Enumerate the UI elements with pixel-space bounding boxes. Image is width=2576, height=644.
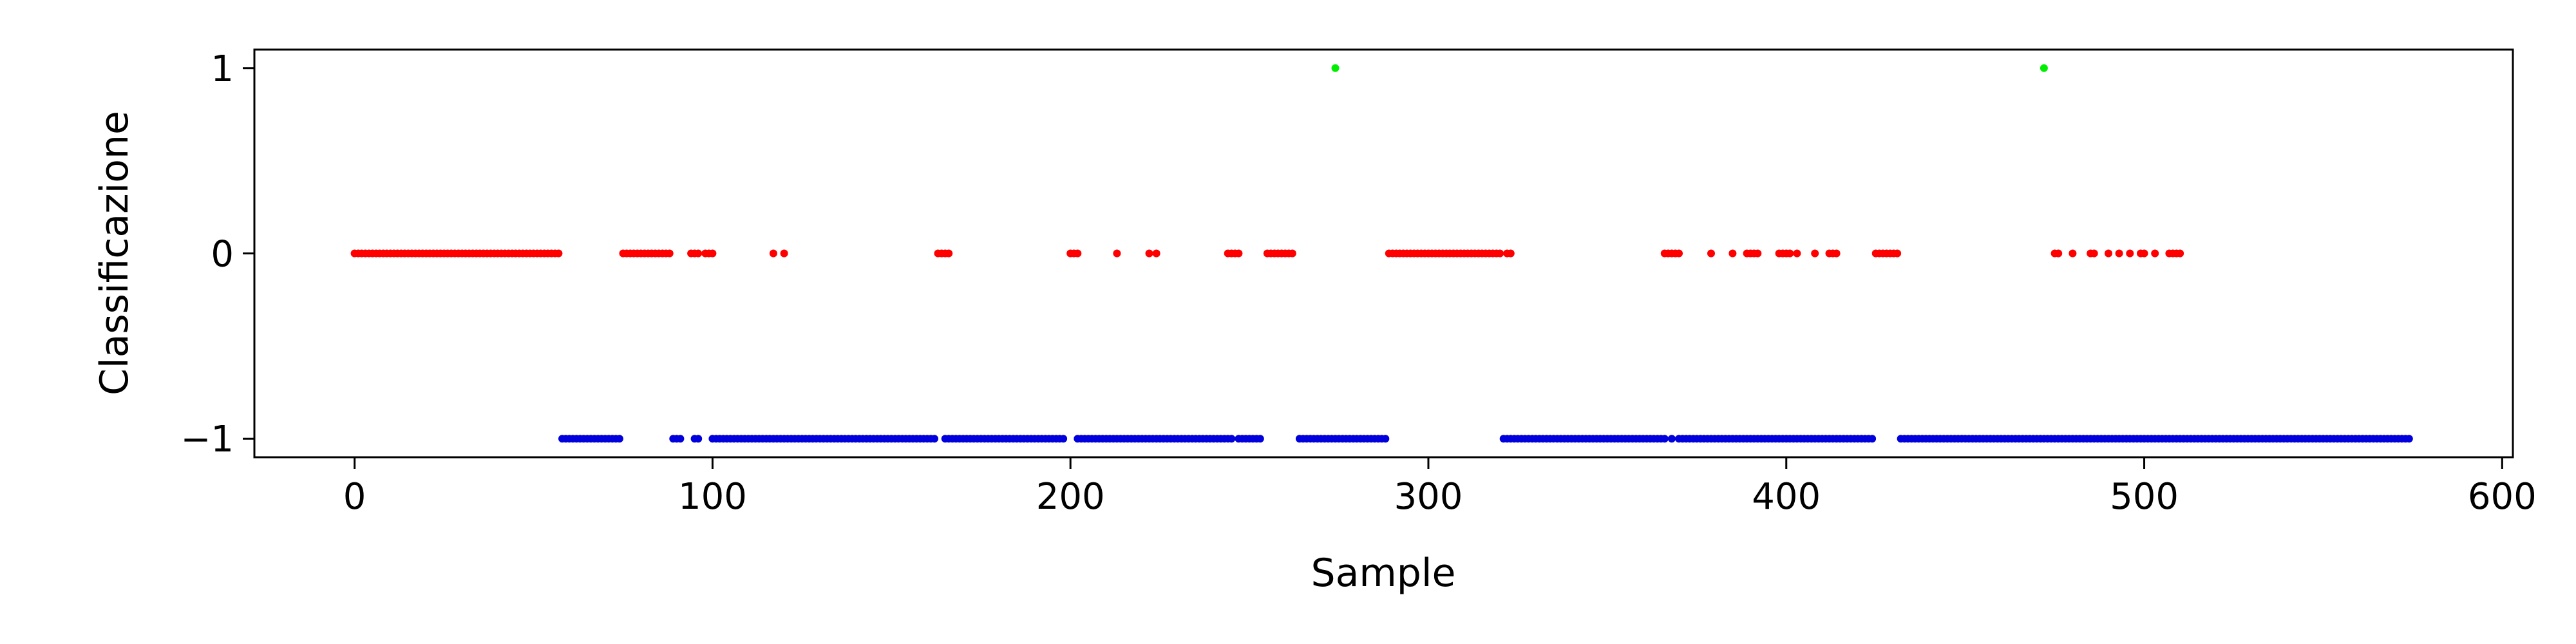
data-points [350, 64, 2413, 443]
data-point [1728, 249, 1737, 258]
data-point [1145, 249, 1153, 258]
data-point [1288, 249, 1296, 258]
data-point [1707, 249, 1715, 258]
data-point [694, 249, 703, 258]
data-point [1793, 249, 1801, 258]
data-point [1381, 435, 1390, 443]
data-point [1496, 249, 1504, 258]
x-axis-label: Sample [1311, 551, 1456, 596]
data-point [2140, 249, 2148, 258]
data-point [1227, 435, 1236, 443]
data-point [2054, 249, 2063, 258]
data-point [1113, 249, 1121, 258]
data-point [2105, 249, 2112, 258]
data-point [2069, 249, 2077, 258]
x-tick-label: 0 [343, 476, 366, 518]
data-point [1786, 249, 1794, 258]
x-tick-label: 600 [2468, 476, 2537, 518]
data-point [1868, 435, 1877, 443]
data-point [2176, 249, 2184, 258]
data-point [945, 249, 953, 258]
data-point [769, 249, 777, 258]
data-point [2126, 249, 2134, 258]
data-point [1059, 435, 1068, 443]
y-tick-label: 0 [211, 234, 234, 276]
data-point [1832, 249, 1841, 258]
data-point [554, 249, 563, 258]
data-point [2090, 249, 2098, 258]
x-tick-label: 400 [1752, 476, 1821, 518]
data-point [2115, 249, 2123, 258]
x-tick-label: 300 [1394, 476, 1463, 518]
data-point [1074, 249, 1082, 258]
y-axis: −1 0 1 [180, 48, 254, 460]
y-tick-label: 1 [211, 48, 234, 90]
x-tick-label: 100 [678, 476, 747, 518]
data-point [931, 435, 938, 443]
data-point [665, 249, 674, 258]
data-point [1235, 249, 1243, 258]
data-point [1660, 435, 1669, 443]
data-point [676, 435, 685, 443]
data-point [780, 249, 788, 258]
data-point [1152, 249, 1160, 258]
data-point [1811, 249, 1819, 258]
data-point [615, 435, 623, 443]
data-point [1754, 249, 1762, 258]
x-tick-label: 500 [2110, 476, 2179, 518]
data-point [694, 435, 703, 443]
data-point [708, 249, 717, 258]
data-point [1675, 249, 1683, 258]
data-point [2151, 249, 2159, 258]
data-point [1506, 249, 1515, 258]
y-tick-label: −1 [180, 419, 234, 460]
x-tick-label: 200 [1036, 476, 1105, 518]
x-axis: 0 100 200 300 400 500 600 [343, 457, 2537, 518]
data-point [2040, 64, 2048, 72]
y-axis-label: Classificazione [92, 111, 137, 395]
data-point [2405, 435, 2413, 443]
data-point [1893, 249, 1902, 258]
data-point [1667, 435, 1676, 443]
data-point [1256, 435, 1264, 443]
data-point [1331, 64, 1340, 72]
